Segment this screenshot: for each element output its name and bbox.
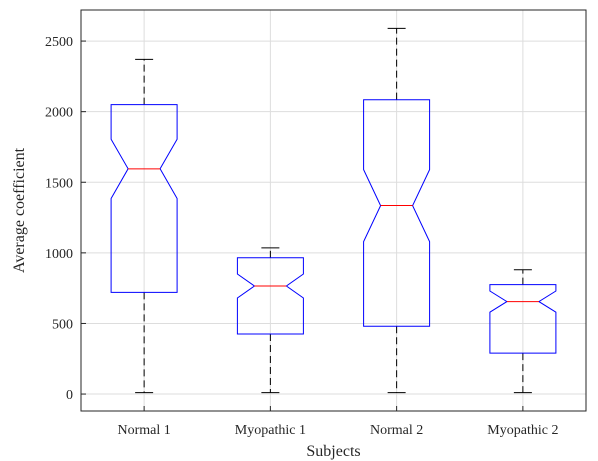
y-tick-label: 2500 [45, 35, 73, 50]
x-tick-label: Normal 1 [117, 423, 170, 438]
x-axis-label: Subjects [306, 443, 360, 460]
y-axis-label: Average coefficient [11, 147, 28, 273]
x-tick-label: Myopathic 1 [235, 423, 306, 438]
box-normal-2 [363, 27, 431, 394]
box-normal-1 [110, 58, 178, 394]
grid-lines [81, 10, 586, 411]
y-tick-label: 1000 [45, 247, 73, 262]
notched-box [110, 104, 178, 293]
y-tick-label: 500 [52, 317, 73, 332]
x-tick-label: Normal 2 [370, 423, 423, 438]
y-tick-label: 1500 [45, 176, 73, 191]
box-myopathic-1 [236, 247, 304, 394]
box-plot-series [110, 27, 557, 394]
y-tick-label: 0 [66, 388, 73, 403]
notched-box [489, 284, 557, 354]
box-myopathic-2 [489, 269, 557, 394]
axis-ticks: 0 500 1000 1500 2000 2500 Normal 1 Myopathic 1 N… [45, 35, 558, 438]
notched-box [236, 257, 304, 335]
x-tick-label: Myopathic 2 [487, 423, 558, 438]
plot-area-frame [80, 9, 587, 412]
y-tick-label: 2000 [45, 106, 73, 121]
notched-box [363, 99, 431, 327]
